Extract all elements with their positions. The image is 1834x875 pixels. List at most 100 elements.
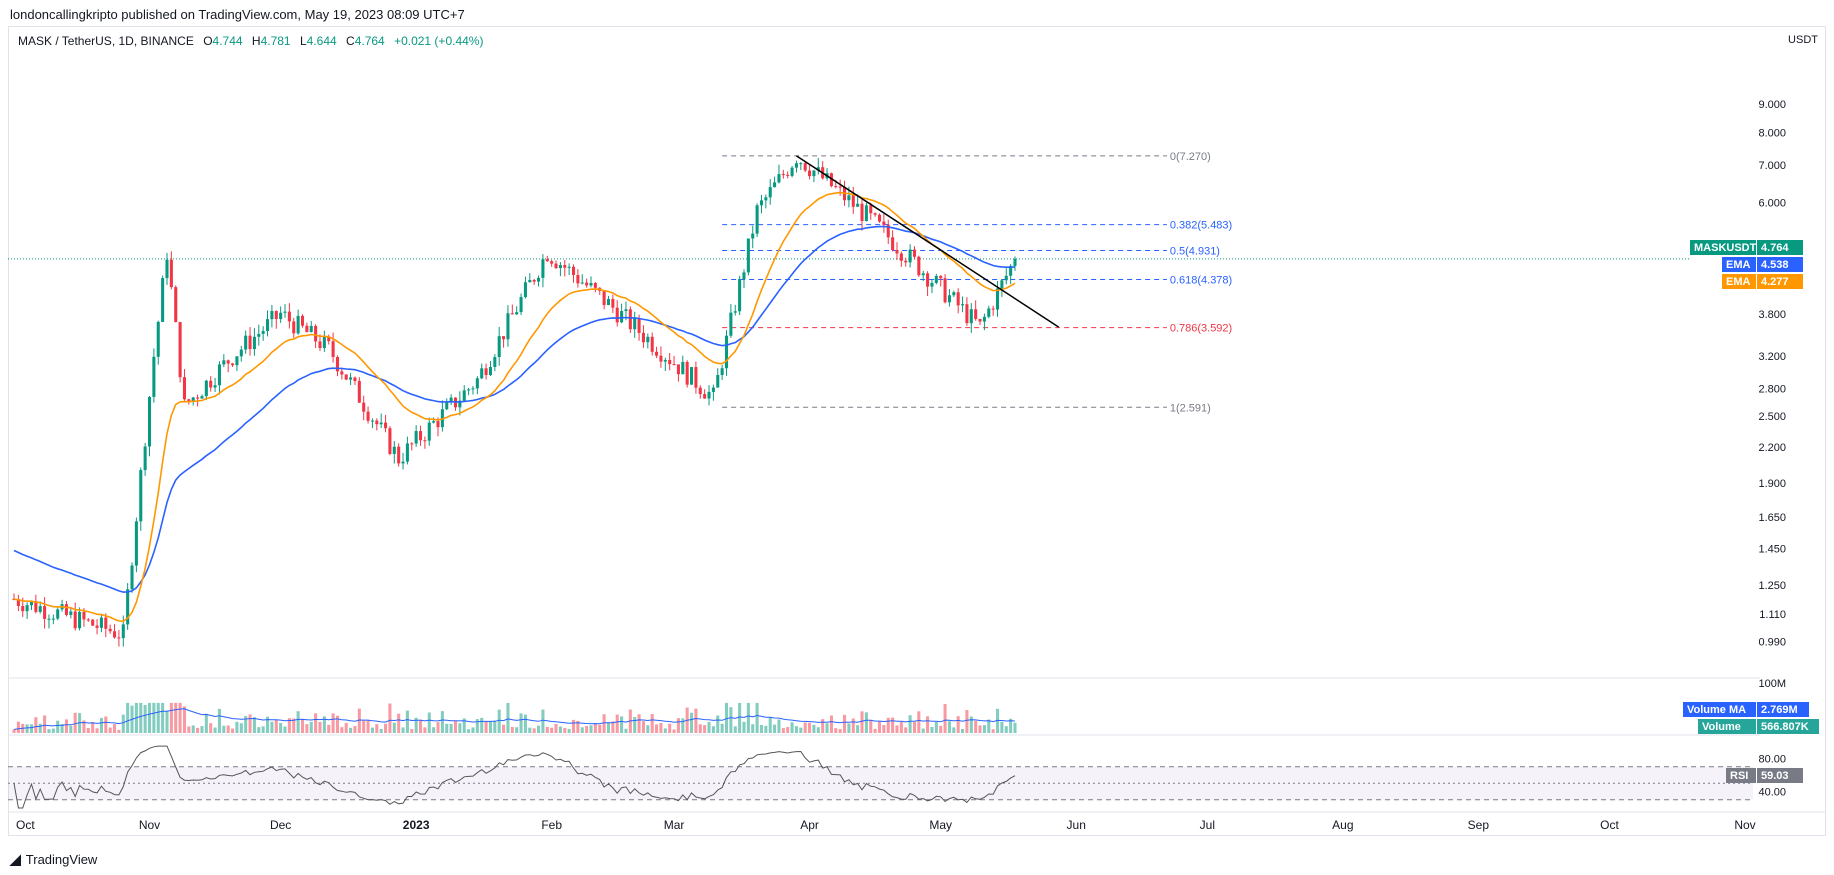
candle-body — [191, 397, 195, 402]
candle-body — [139, 470, 143, 522]
volume-bar — [91, 722, 95, 733]
candle-body — [462, 390, 466, 401]
volume-bar — [99, 717, 103, 733]
volume-bar — [467, 729, 471, 733]
candle-body — [217, 364, 221, 386]
candle-body — [309, 325, 313, 333]
volume-bar — [270, 721, 274, 733]
volume-bar — [362, 720, 366, 733]
volume-bar — [917, 711, 921, 733]
volume-bar — [882, 725, 886, 733]
candle-body — [974, 309, 978, 319]
candle-body — [759, 200, 764, 206]
volume-bar — [165, 710, 169, 733]
volume-bar — [405, 710, 409, 733]
volume-bar — [571, 719, 576, 733]
volume-bar — [515, 727, 519, 733]
volume-bar — [51, 728, 55, 733]
volume-bar — [458, 723, 462, 733]
candle-body — [174, 287, 178, 323]
candle-body — [882, 221, 886, 225]
candle-body — [965, 304, 969, 324]
candle-body — [519, 297, 523, 313]
volume-bar — [344, 722, 348, 733]
fib-level-label: 0(7.270) — [1170, 151, 1211, 163]
candle-body — [563, 265, 567, 268]
legend-change: +0.021 (+0.44%) — [394, 34, 484, 48]
price-tick-label: 3.200 — [1758, 351, 1786, 363]
volume-bar — [156, 702, 160, 733]
volume-bar — [34, 717, 38, 733]
candle-body — [156, 321, 160, 357]
candle-body — [650, 336, 654, 352]
symbol-title[interactable]: MASK / TetherUS, 1D, BINANCE — [18, 34, 194, 48]
candle-body — [987, 308, 991, 317]
volume-bar — [934, 721, 938, 733]
volume-bar — [939, 725, 943, 733]
candle-body — [943, 278, 947, 303]
price-tick-label: 6.000 — [1758, 198, 1786, 210]
candle-body — [161, 278, 165, 322]
candle-body — [812, 170, 816, 177]
candle-body — [786, 174, 790, 176]
candle-body — [187, 399, 191, 402]
volume-bar — [672, 729, 676, 733]
candle-body — [580, 282, 584, 284]
candle-body — [934, 275, 938, 283]
volume-bar — [209, 723, 213, 733]
volume-bar — [869, 719, 873, 733]
ema-fast-line — [13, 191, 1016, 623]
candle-body — [716, 374, 720, 388]
volume-bar — [292, 718, 296, 733]
volume-bar — [86, 728, 90, 733]
volume-bar — [182, 706, 187, 733]
tradingview-logo[interactable]: ◢ TradingView — [10, 851, 97, 868]
legend-close: C4.764 — [346, 34, 385, 48]
low-value: 4.644 — [306, 34, 337, 48]
candle-body — [178, 322, 182, 378]
volume-bar — [641, 721, 645, 733]
volume-bar — [60, 724, 64, 733]
candle-body — [904, 260, 908, 263]
rsi-tick-label: 40.00 — [1758, 787, 1786, 799]
candle-body — [16, 599, 20, 607]
candle-body — [226, 360, 230, 364]
price-tick-label: 9.000 — [1758, 99, 1786, 111]
price-tick-label: 2.800 — [1758, 383, 1786, 395]
volume-bar — [847, 723, 851, 733]
candle-body — [152, 356, 156, 397]
candle-body — [488, 366, 492, 376]
candle-body — [261, 331, 265, 334]
candle-body — [567, 266, 571, 268]
candle-body — [961, 304, 965, 306]
volume-bar — [716, 715, 720, 733]
volume-bar — [497, 709, 501, 733]
price-tick-label: 7.000 — [1758, 160, 1786, 172]
time-tick-label: Mar — [664, 818, 685, 832]
volume-bar — [357, 708, 361, 733]
time-tick-label: Jul — [1200, 818, 1215, 832]
candle-body — [147, 396, 152, 447]
brand-name: TradingView — [25, 852, 98, 867]
time-tick-label: Apr — [800, 818, 819, 832]
volume-bar — [64, 719, 68, 733]
volume-bar — [139, 702, 143, 733]
volume-bar — [825, 723, 829, 733]
candle-body — [401, 461, 405, 464]
volume-bar — [742, 721, 746, 733]
candle-body — [117, 637, 121, 639]
candle-body — [1000, 280, 1004, 289]
time-tick-label: Oct — [16, 818, 35, 832]
symbol-legend[interactable]: MASK / TetherUS, 1D, BINANCE O4.744 H4.7… — [18, 34, 483, 48]
chart-frame — [8, 26, 1826, 836]
candle-body — [165, 259, 169, 279]
candle-body — [869, 205, 873, 214]
candle-body — [1013, 258, 1017, 266]
candle-body — [266, 319, 270, 332]
candle-body — [593, 283, 597, 288]
candle-body — [279, 312, 283, 320]
volume-bar — [803, 722, 807, 733]
time-tick-label: Nov — [139, 818, 160, 832]
candle-body — [86, 619, 90, 621]
